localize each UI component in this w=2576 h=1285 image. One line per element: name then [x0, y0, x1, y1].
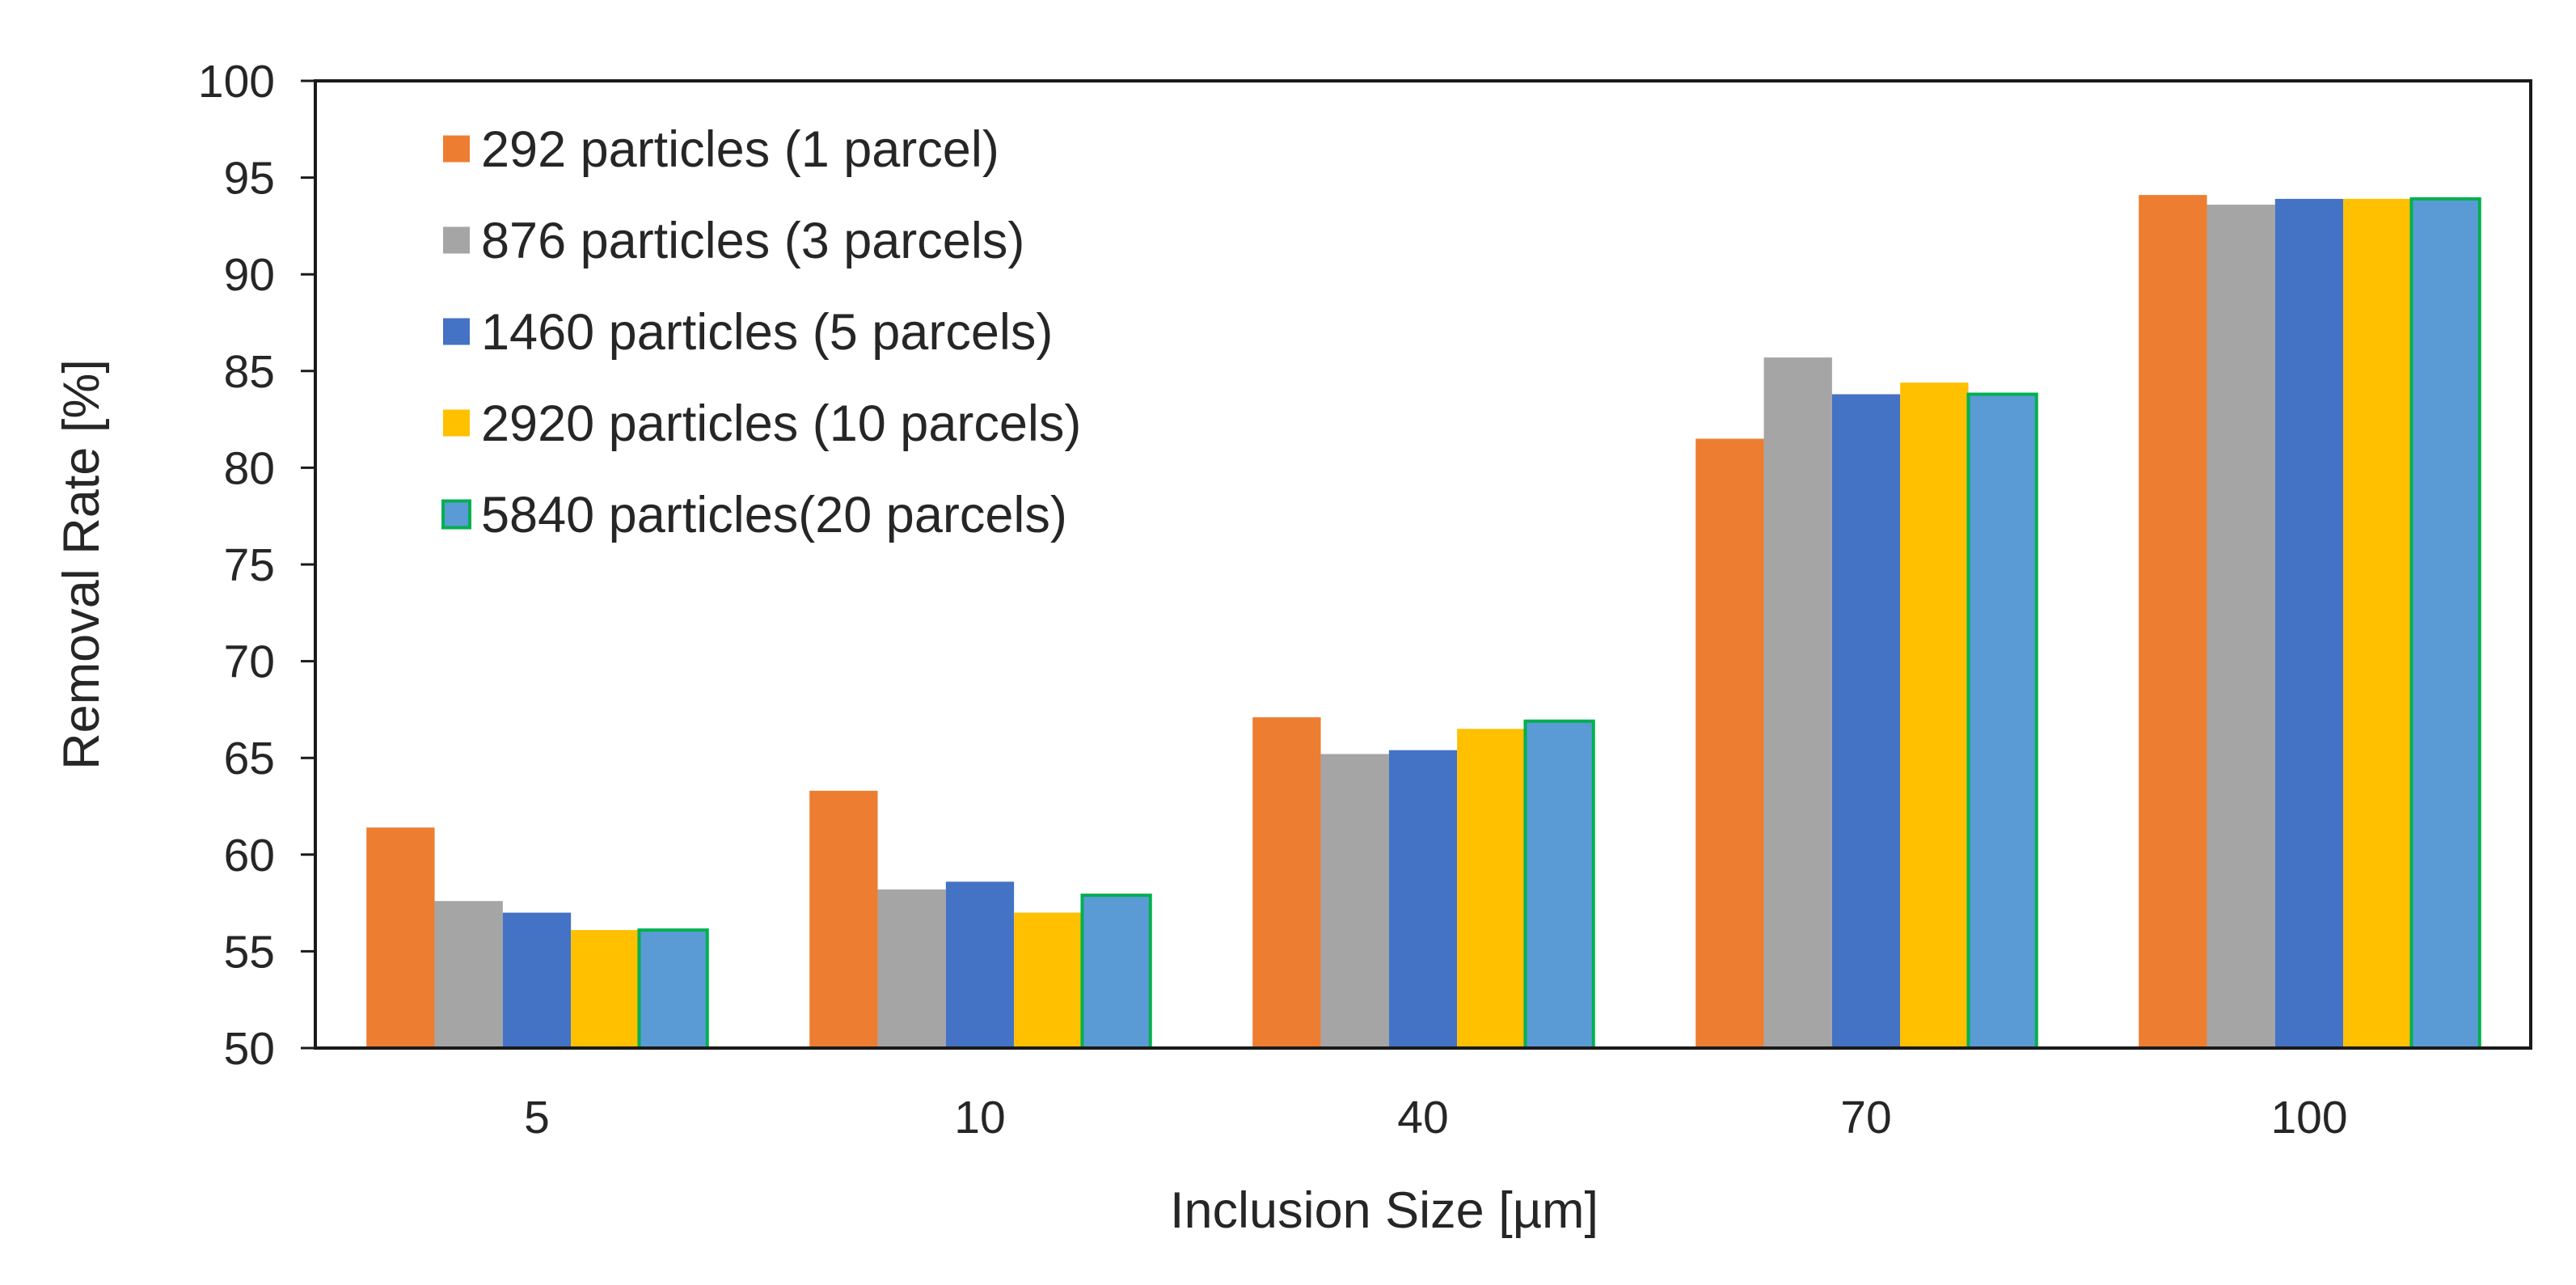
x-tick-label: 5 [524, 1092, 550, 1143]
bar [637, 928, 709, 1050]
bar [1696, 438, 1764, 1048]
x-tick-label: 40 [1397, 1092, 1448, 1143]
y-tick-label: 60 [224, 830, 275, 881]
bar [1457, 729, 1526, 1048]
bar [1320, 754, 1389, 1048]
bar [1763, 357, 1832, 1048]
y-tick-label: 100 [198, 56, 275, 108]
bar [2343, 198, 2412, 1049]
x-tick-label: 70 [1840, 1092, 1891, 1143]
legend-swatch [443, 409, 470, 437]
y-tick-label: 65 [224, 733, 275, 784]
bar [877, 889, 946, 1048]
y-tick-label: 55 [224, 926, 275, 978]
y-tick-label: 80 [224, 442, 275, 494]
bar [1388, 750, 1458, 1048]
bar [502, 912, 572, 1048]
bar [571, 930, 640, 1048]
legend-label: 1460 particles (5 parcels) [481, 304, 1053, 361]
legend-swatch [443, 318, 470, 345]
legend-swatch [443, 226, 470, 254]
bar [1014, 912, 1083, 1048]
x-tick-label: 100 [2270, 1092, 2347, 1143]
x-axis-title: Inclusion Size [µm] [1170, 1182, 1598, 1239]
y-tick-label: 95 [224, 153, 275, 205]
bar [809, 790, 878, 1048]
bar [1523, 719, 1595, 1050]
y-axis: 50 55 60 65 70 75 80 85 90 95 100 [198, 56, 315, 1075]
legend-label: 5840 particles(20 parcels) [481, 487, 1067, 543]
legend: 292 particles (1 parcel) 876 particles (3… [441, 121, 1081, 543]
bar [1966, 392, 2038, 1050]
bar [366, 827, 435, 1048]
legend-label: 876 particles (3 parcels) [481, 213, 1024, 269]
legend-swatch [441, 499, 471, 530]
y-axis-title: Removal Rate [%] [53, 359, 110, 770]
bar [1080, 894, 1152, 1050]
y-tick-label: 75 [224, 539, 275, 591]
x-tick-label: 10 [954, 1092, 1005, 1143]
x-axis: 5 10 40 70 100 [524, 1092, 2347, 1143]
bars-layer [366, 195, 2481, 1050]
legend-swatch [443, 135, 470, 163]
bar [2409, 197, 2481, 1050]
bar [2274, 198, 2344, 1049]
bar [2139, 195, 2207, 1048]
y-tick-label: 85 [224, 346, 275, 398]
legend-label: 2920 particles (10 parcels) [481, 395, 1081, 452]
y-tick-label: 90 [224, 249, 275, 301]
bar [2206, 205, 2275, 1048]
bar [1252, 716, 1321, 1048]
legend-label: 292 particles (1 parcel) [481, 121, 999, 178]
y-tick-label: 50 [224, 1023, 275, 1075]
bar [434, 901, 503, 1048]
bar [945, 881, 1015, 1048]
bar [1831, 394, 1901, 1048]
bar [1900, 383, 1969, 1049]
y-tick-label: 70 [224, 636, 275, 688]
